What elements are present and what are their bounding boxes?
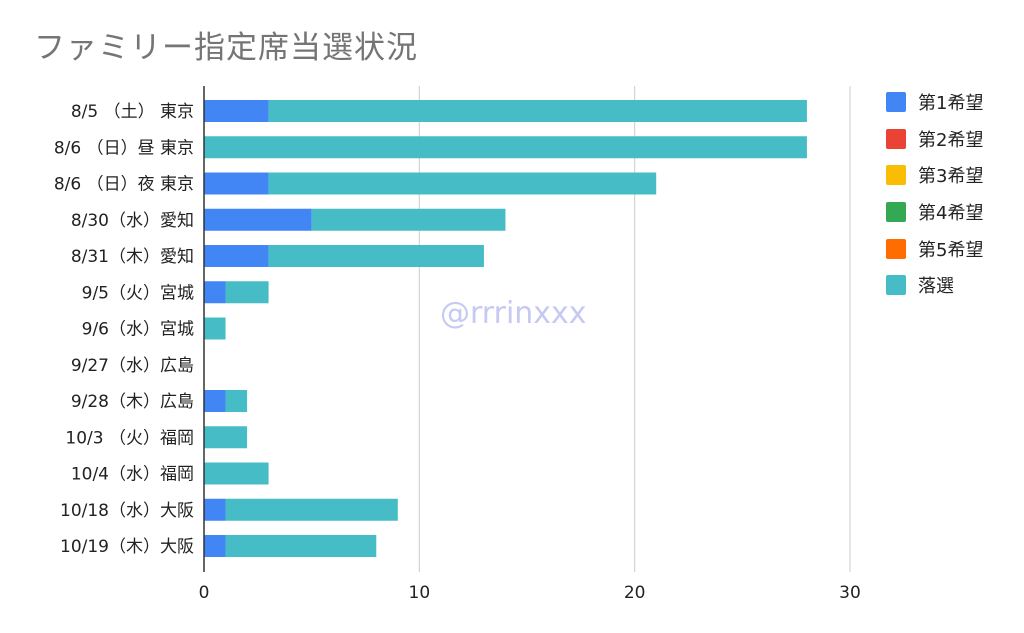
bar-segment <box>204 172 269 195</box>
bar-segment <box>225 535 377 557</box>
legend-item: 第5希望 <box>886 230 983 267</box>
legend-label: 第3希望 <box>918 166 984 188</box>
x-tick-label: 10 <box>409 583 431 603</box>
category-label: 10/19（木）大阪 <box>60 537 194 557</box>
legend-label: 第1希望 <box>918 93 984 115</box>
category-label: 10/4（水）福岡 <box>71 465 194 485</box>
bar-segment <box>268 100 807 122</box>
bar-segment <box>204 426 248 449</box>
category-label: 8/31（木）愛知 <box>71 247 194 267</box>
category-label: 8/6 （日）夜 東京 <box>54 175 194 195</box>
legend-swatch <box>886 128 906 149</box>
category-label: 9/28（木）広島 <box>71 392 194 412</box>
legend-item: 第3希望 <box>886 157 983 194</box>
category-label: 9/6（水）宮城 <box>82 320 194 340</box>
legend-swatch <box>886 202 906 223</box>
x-tick-label: 0 <box>199 583 210 603</box>
legend-item: 第4希望 <box>886 194 983 231</box>
bar-segment <box>204 317 226 340</box>
legend-item: 落選 <box>886 267 983 304</box>
legend-item: 第1希望 <box>886 84 983 121</box>
bar-segment <box>311 208 506 231</box>
bar-segment <box>204 136 807 159</box>
watermark: @rrrinxxx <box>440 296 587 331</box>
legend-swatch <box>886 165 906 186</box>
bar-segment <box>204 100 269 122</box>
bar-segment <box>204 462 269 485</box>
bar-segment <box>204 208 312 231</box>
legend-label: 第5希望 <box>918 239 984 261</box>
bar-segment <box>204 535 226 557</box>
category-label: 10/3 （火）福岡 <box>65 428 194 448</box>
bar-segment <box>225 498 398 521</box>
bar-segment <box>204 498 226 521</box>
legend-label: 第4希望 <box>918 203 984 225</box>
chart-title: ファミリー指定席当選状況 <box>34 30 418 66</box>
legend-item: 第2希望 <box>886 121 983 158</box>
bar-segment <box>225 281 269 304</box>
category-label: 8/30（水）愛知 <box>71 211 194 231</box>
x-tick-label: 30 <box>839 583 861 603</box>
bar-segment <box>225 390 248 412</box>
bar-segment <box>268 245 484 267</box>
x-tick-label: 20 <box>624 583 646 603</box>
category-label: 8/5 （土） 東京 <box>71 102 194 122</box>
chart-legend: 第1希望第2希望第3希望第4希望第5希望落選 <box>886 84 983 304</box>
bar-segment <box>204 281 226 304</box>
legend-label: 落選 <box>918 276 954 298</box>
bar-segment <box>268 172 657 195</box>
legend-swatch <box>886 275 906 296</box>
category-label: 10/18（水）大阪 <box>60 501 194 521</box>
legend-swatch <box>886 92 906 113</box>
category-label: 9/27（水）広島 <box>71 356 194 376</box>
category-label: 8/6 （日）昼 東京 <box>54 138 194 158</box>
bar-segment <box>204 390 226 412</box>
bar-segment <box>204 245 269 267</box>
legend-label: 第2希望 <box>918 129 984 151</box>
legend-swatch <box>886 238 906 259</box>
category-label: 9/5（火）宮城 <box>82 283 194 303</box>
